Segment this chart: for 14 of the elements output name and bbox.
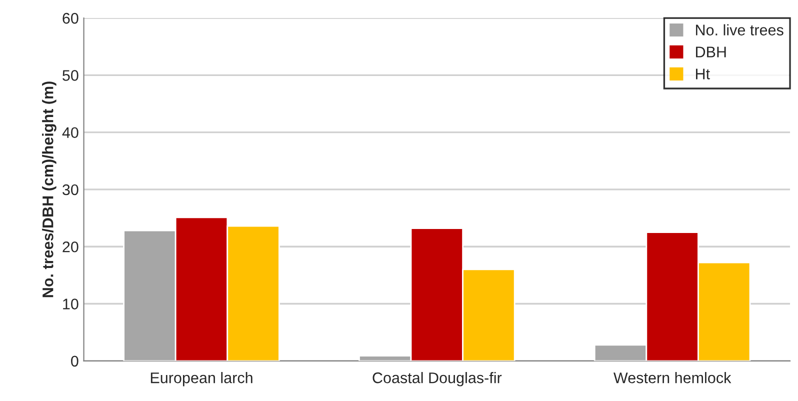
legend-label: Ht	[696, 68, 710, 80]
y-tick-label: 0	[71, 356, 78, 367]
y-tick-label: 10	[63, 298, 78, 310]
y-axis-title: No. trees/DBH (cm)/height (m)	[42, 82, 56, 298]
x-tick-label: European larch	[150, 372, 252, 386]
x-tick-label: Coastal Douglas-fir	[372, 372, 502, 386]
y-tick-label: 60	[62, 12, 78, 24]
legend-label: DBH	[696, 46, 726, 58]
legend-label: No. live trees	[696, 24, 784, 36]
y-tick-label: 20	[62, 241, 78, 252]
y-tick-label: 50	[62, 70, 78, 81]
x-tick-label: Western hemlock	[614, 372, 732, 384]
y-tick-label: 40	[62, 127, 78, 138]
y-tick-label: 30	[62, 184, 78, 196]
